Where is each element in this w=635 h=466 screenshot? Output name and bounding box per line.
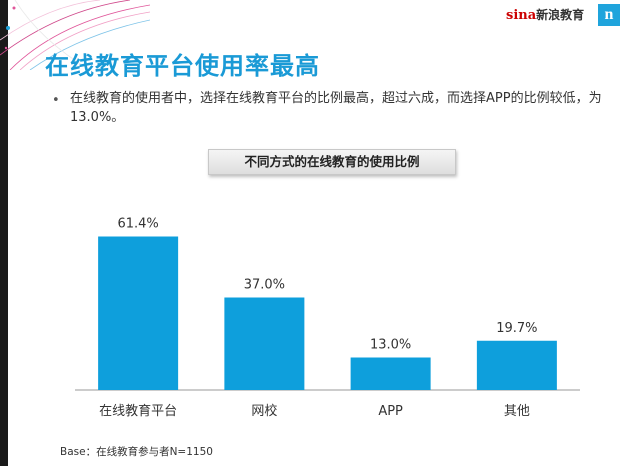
- value-label-3: 19.7%: [496, 321, 537, 336]
- bullet-text: 在线教育的使用者中，选择在线教育平台的比例最高，超过六成，而选择APP的比例较低…: [70, 91, 602, 125]
- category-label-3: 其他: [504, 404, 530, 419]
- category-label-1: 网校: [251, 403, 277, 419]
- sina-brand-logo: sina新浪教育: [506, 8, 585, 23]
- bullet-dot-icon: •: [52, 93, 60, 108]
- value-label-2: 13.0%: [370, 338, 411, 353]
- page-title: 在线教育平台使用率最高: [45, 52, 320, 80]
- left-strip: [0, 0, 8, 466]
- value-label-0: 61.4%: [117, 217, 158, 232]
- nielsen-logo: n: [598, 4, 620, 26]
- decorative-lines: [0, 0, 150, 70]
- category-label-0: 在线教育平台: [99, 403, 177, 419]
- category-label-2: APP: [378, 404, 403, 419]
- chart-title: 不同方式的在线教育的使用比例: [208, 149, 456, 175]
- bar-2: [350, 357, 431, 390]
- bar-3: [476, 340, 557, 390]
- bar-0: [98, 236, 179, 390]
- value-label-1: 37.0%: [244, 278, 285, 293]
- bar-1: [224, 297, 305, 390]
- base-note: Base：在线教育参与者N=1150: [60, 446, 213, 458]
